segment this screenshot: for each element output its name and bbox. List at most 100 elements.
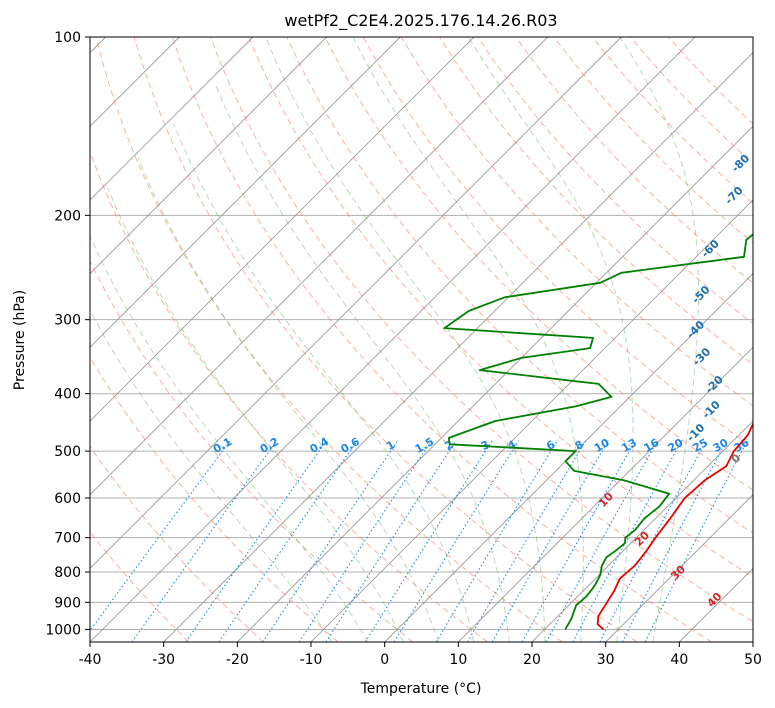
y-axis-label: Pressure (hPa) (12, 290, 28, 390)
plot-frame (89, 36, 754, 643)
x-tick-label: -10 (300, 652, 323, 668)
profile-lines (443, 233, 753, 631)
dry-adiabat-line (668, 37, 753, 125)
dry-adiabat-label: -30 (690, 345, 713, 368)
x-tick-label: -30 (152, 652, 175, 668)
mixing-ratio-line (467, 440, 587, 642)
mixing-ratio-line (435, 440, 558, 642)
y-tick-label: 900 (54, 595, 81, 611)
mixing-ratio-line (262, 440, 399, 642)
moist-adiabat-line (172, 123, 475, 642)
mixing-ratio-line (325, 440, 457, 642)
x-tick-label: 20 (523, 652, 541, 668)
isotherm-line (90, 37, 401, 348)
isotherm-line (90, 37, 696, 642)
isotherm-line (605, 494, 753, 642)
mixing-ratio-label: 1.5 (413, 435, 436, 456)
mixing-ratio-line (131, 440, 278, 642)
isotherm-line (90, 37, 327, 275)
mixing-ratio-line (521, 440, 637, 642)
mixing-ratio-label: 10 (592, 436, 612, 455)
x-axis-label: Temperature (°C) (360, 681, 482, 697)
dry-adiabat-line (248, 37, 753, 578)
isotherm-line (163, 52, 753, 642)
mixing-ratio-line (364, 440, 493, 642)
y-axis: 100 200 300 400 500 600 700 800 900 1000 (45, 30, 90, 638)
dry-adiabat-label: -20 (703, 373, 726, 396)
mixing-ratio-line (491, 440, 609, 642)
x-axis: -40 -30 -20 -10 0 10 20 30 40 50 (79, 642, 762, 668)
isotherm-line (458, 346, 753, 642)
mixing-ratio-line (644, 440, 748, 642)
dry-adiabat-label: -10 (700, 398, 723, 421)
x-tick-label: -20 (226, 652, 249, 668)
dry-adiabat-line (171, 37, 712, 642)
dry-adiabat-line (95, 37, 563, 642)
mixing-ratio-label: 20 (666, 436, 686, 455)
dry-adiabat-label: -80 (729, 152, 752, 175)
dry-adiabat-line (210, 37, 753, 623)
isotherm-line (384, 273, 753, 642)
isotherm-line (531, 420, 753, 642)
chart-title: wetPf2_C2E4.2025.176.14.26.R03 (284, 11, 557, 31)
x-tick-label: 0 (380, 652, 389, 668)
y-tick-label: 700 (54, 531, 81, 547)
line-labels: 0.1 0.2 0.4 0.6 1 1.5 2 3 4 6 8 10 13 16 20 25 30 36-100-… (211, 44, 775, 610)
dry-adiabat-line (553, 37, 753, 244)
dry-adiabat-label: -70 (722, 184, 745, 207)
dry-adiabat-label: -50 (689, 283, 712, 306)
mixing-ratio-line (90, 440, 231, 632)
y-tick-label: 200 (54, 208, 81, 224)
dry-adiabat-line (90, 531, 190, 642)
isotherm-line (752, 641, 753, 642)
isotherm-line (237, 125, 753, 642)
mixing-ratio-label: 13 (619, 436, 639, 455)
mixing-ratio-label: 0.2 (258, 435, 281, 456)
x-tick-label: 10 (449, 652, 467, 668)
moist-adiabat-line (107, 188, 404, 642)
mixing-ratio-line (545, 440, 659, 642)
isotherm-line (310, 199, 753, 642)
temperature-profile-line (596, 421, 753, 631)
dry-adiabat-line (515, 37, 753, 284)
moist-adiabat-line (214, 83, 510, 642)
x-tick-label: -40 (79, 652, 102, 668)
y-tick-label: 600 (54, 491, 81, 507)
dry-adiabat-line (90, 259, 414, 642)
dry-adiabat-line (591, 37, 753, 204)
moist-adiabat-line (90, 309, 333, 642)
background-lines (90, 37, 753, 642)
dewpoint-profile-line (443, 233, 753, 630)
mixing-ratio-label: 16 (641, 436, 661, 455)
mixing-ratio-label: 30 (711, 436, 731, 455)
mixing-ratio-line (218, 440, 358, 642)
isotherm-line (90, 37, 622, 569)
dry-adiabat-label: -100 (772, 44, 775, 73)
y-tick-label: 400 (54, 387, 81, 403)
y-tick-label: 800 (54, 565, 81, 581)
dry-adiabat-line (90, 356, 339, 642)
mixing-ratio-line (393, 440, 520, 642)
x-tick-label: 30 (597, 652, 615, 668)
moist-adiabat-line (90, 235, 369, 642)
isotherm-line (90, 37, 475, 422)
moist-adiabat-line (265, 37, 546, 642)
dry-adiabat-label: -40 (684, 318, 707, 341)
dry-adiabat-line (133, 37, 638, 642)
dry-adiabat-line (90, 150, 488, 642)
mixing-ratio-label: 0.6 (338, 435, 362, 456)
dry-adiabat-line (324, 37, 753, 491)
dry-adiabat-line (90, 445, 264, 642)
mixing-ratio-line (298, 440, 432, 642)
moist-adiabat-line (619, 37, 699, 642)
moist-adiabat-label: 10 (596, 490, 616, 510)
dry-adiabat-line (286, 37, 753, 534)
dry-adiabat-label: -90 (749, 106, 772, 129)
mixing-ratio-line (572, 440, 683, 642)
y-tick-label: 100 (54, 30, 81, 46)
isotherm-line (90, 37, 548, 496)
moist-adiabat-line (467, 37, 634, 642)
mixing-ratio-line (185, 440, 328, 642)
y-tick-label: 500 (54, 444, 81, 460)
